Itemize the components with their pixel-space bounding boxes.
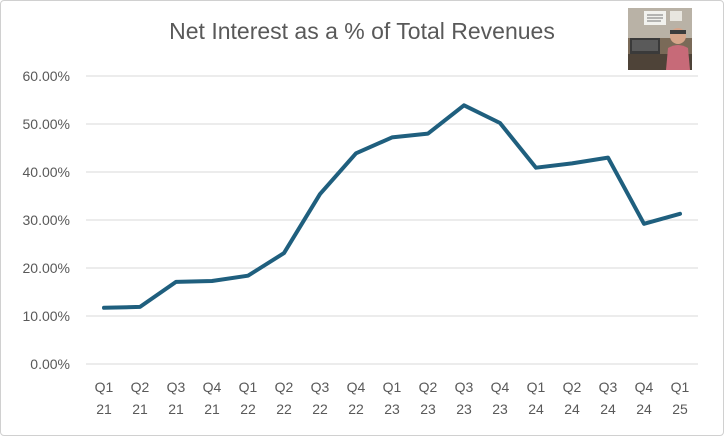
x-tick-label-year: 21 bbox=[168, 401, 184, 417]
x-tick-label-quarter: Q1 bbox=[239, 379, 258, 395]
x-tick-label-year: 21 bbox=[132, 401, 148, 417]
x-tick-label-quarter: Q3 bbox=[599, 379, 618, 395]
x-tick-label-year: 22 bbox=[348, 401, 364, 417]
y-tick-label: 30.00% bbox=[23, 212, 70, 228]
x-tick-label-quarter: Q3 bbox=[167, 379, 186, 395]
x-tick-label-year: 21 bbox=[96, 401, 112, 417]
x-tick-label-quarter: Q4 bbox=[347, 379, 366, 395]
x-tick-label-quarter: Q4 bbox=[635, 379, 654, 395]
presenter-photo-icon bbox=[628, 8, 692, 70]
x-tick-label-year: 24 bbox=[636, 401, 652, 417]
x-tick-label-year: 22 bbox=[312, 401, 328, 417]
y-tick-label: 50.00% bbox=[23, 116, 70, 132]
x-tick-label-year: 23 bbox=[420, 401, 436, 417]
x-tick-label-year: 22 bbox=[240, 401, 256, 417]
x-tick-label-year: 24 bbox=[564, 401, 580, 417]
x-tick-label-quarter: Q1 bbox=[527, 379, 546, 395]
y-tick-label: 60.00% bbox=[23, 68, 70, 84]
x-tick-label-quarter: Q3 bbox=[311, 379, 330, 395]
x-tick-label-year: 25 bbox=[672, 401, 688, 417]
x-tick-label-year: 24 bbox=[528, 401, 544, 417]
chart-title: Net Interest as a % of Total Revenues bbox=[169, 18, 555, 44]
series-line bbox=[102, 103, 682, 310]
x-tick-label-quarter: Q4 bbox=[491, 379, 510, 395]
y-tick-label: 20.00% bbox=[23, 260, 70, 276]
x-tick-label-year: 22 bbox=[276, 401, 292, 417]
x-tick-label-quarter: Q1 bbox=[95, 379, 114, 395]
x-tick-label-quarter: Q3 bbox=[455, 379, 474, 395]
y-tick-label: 10.00% bbox=[23, 308, 70, 324]
x-tick-label-quarter: Q2 bbox=[131, 379, 150, 395]
y-tick-label: 40.00% bbox=[23, 164, 70, 180]
x-tick-label-year: 21 bbox=[204, 401, 220, 417]
x-tick-label-quarter: Q2 bbox=[275, 379, 294, 395]
x-tick-label-quarter: Q2 bbox=[563, 379, 582, 395]
x-tick-label-quarter: Q1 bbox=[383, 379, 402, 395]
x-tick-label-quarter: Q1 bbox=[671, 379, 690, 395]
x-tick-label-quarter: Q4 bbox=[203, 379, 222, 395]
y-tick-label: 0.00% bbox=[30, 356, 70, 372]
x-tick-label-year: 23 bbox=[384, 401, 400, 417]
x-tick-label-year: 24 bbox=[600, 401, 616, 417]
x-tick-label-year: 23 bbox=[492, 401, 508, 417]
x-tick-label-quarter: Q2 bbox=[419, 379, 438, 395]
x-tick-label-year: 23 bbox=[456, 401, 472, 417]
